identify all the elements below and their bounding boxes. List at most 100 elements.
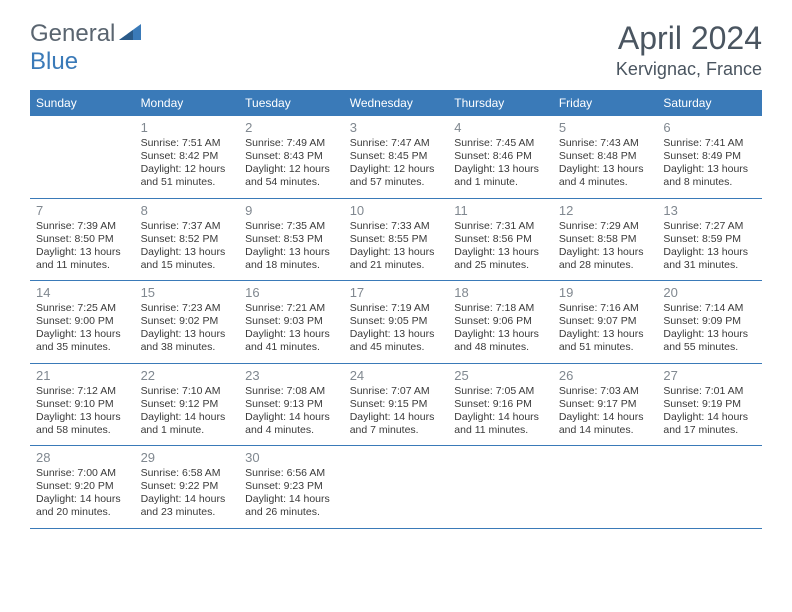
sunrise-line: Sunrise: 7:10 AM [141,385,234,398]
calendar-cell: 18Sunrise: 7:18 AMSunset: 9:06 PMDayligh… [448,281,553,363]
month-title: April 2024 [616,20,762,57]
week-row: 7Sunrise: 7:39 AMSunset: 8:50 PMDaylight… [30,199,762,282]
day-number: 26 [559,368,652,383]
sunset-line: Sunset: 9:00 PM [36,315,129,328]
day-header: Tuesday [239,90,344,116]
day-number: 13 [663,203,756,218]
week-row: 21Sunrise: 7:12 AMSunset: 9:10 PMDayligh… [30,364,762,447]
calendar-cell: 8Sunrise: 7:37 AMSunset: 8:52 PMDaylight… [135,199,240,281]
sunset-line: Sunset: 9:10 PM [36,398,129,411]
calendar-cell [448,446,553,528]
sunset-line: Sunset: 8:58 PM [559,233,652,246]
day-number: 14 [36,285,129,300]
week-row: 14 Sunrise: 7:25 AMSunset: 9:00 PM Dayligh… [30,281,762,364]
sunrise-line: Sunrise: 7:41 AM [663,137,756,150]
sunrise-line: Sunrise: 7:43 AM [559,137,652,150]
location-label: Kervignac, France [616,59,762,80]
sunrise-line: Sunrise: 6:58 AM [141,467,234,480]
daylight-line: Daylight: 13 hours and 4 minutes. [559,163,652,189]
daylight-line: Daylight: 13 hours and 15 minutes. [141,246,234,272]
calendar-cell: 20Sunrise: 7:14 AMSunset: 9:09 PMDayligh… [657,281,762,363]
daylight-line: Daylight: 13 hours and 55 minutes. [663,328,756,354]
daylight-line: Daylight: 14 hours and 20 minutes. [36,493,129,519]
sunset-line: Sunset: 9:19 PM [663,398,756,411]
day-number: 21 [36,368,129,383]
calendar-cell: 22Sunrise: 7:10 AMSunset: 9:12 PMDayligh… [135,364,240,446]
day-number: 17 [350,285,443,300]
day-header: Monday [135,90,240,116]
calendar-cell: 26Sunrise: 7:03 AMSunset: 9:17 PMDayligh… [553,364,658,446]
calendar-cell: 21Sunrise: 7:12 AMSunset: 9:10 PMDayligh… [30,364,135,446]
daylight-line: Daylight: 13 hours and 21 minutes. [350,246,443,272]
calendar-cell: 11Sunrise: 7:31 AMSunset: 8:56 PMDayligh… [448,199,553,281]
day-header: Wednesday [344,90,449,116]
daylight-line: Daylight: 12 hours and 57 minutes. [350,163,443,189]
sunset-line: Sunset: 9:03 PM [245,315,338,328]
sunrise-line: Sunrise: 7:49 AM [245,137,338,150]
day-headers-row: SundayMondayTuesdayWednesdayThursdayFrid… [30,90,762,116]
day-header: Thursday [448,90,553,116]
week-row: 28 Sunrise: 7:00 AMSunset: 9:20 PMDayligh… [30,446,762,529]
calendar-cell: 29Sunrise: 6:58 AMSunset: 9:22 PMDayligh… [135,446,240,528]
day-number: 25 [454,368,547,383]
daylight-line: Daylight: 12 hours and 51 minutes. [141,163,234,189]
sunrise-line: Sunrise: 7:21 AM [245,302,338,315]
daylight-line: Daylight: 13 hours and 31 minutes. [663,246,756,272]
sunrise-line: Sunrise: 7:16 AM [559,302,652,315]
calendar-cell: 9Sunrise: 7:35 AMSunset: 8:53 PMDaylight… [239,199,344,281]
sunrise-line: Sunrise: 7:27 AM [663,220,756,233]
sunset-line: Sunset: 8:52 PM [141,233,234,246]
calendar-cell: 23Sunrise: 7:08 AMSunset: 9:13 PMDayligh… [239,364,344,446]
day-number: 23 [245,368,338,383]
daylight-line: Daylight: 14 hours and 1 minute. [141,411,234,437]
daylight-line: Daylight: 14 hours and 14 minutes. [559,411,652,437]
calendar-cell: 1Sunrise: 7:51 AMSunset: 8:42 PMDaylight… [135,116,240,198]
daylight-line: Daylight: 13 hours and 8 minutes. [663,163,756,189]
sunrise-line: Sunrise: 7:25 AM [36,302,129,315]
daylight-line: Daylight: 12 hours and 54 minutes. [245,163,338,189]
sunset-line: Sunset: 9:05 PM [350,315,443,328]
calendar-cell: 24Sunrise: 7:07 AMSunset: 9:15 PMDayligh… [344,364,449,446]
sunset-line: Sunset: 9:20 PM [36,480,129,493]
sunrise-line: Sunrise: 7:47 AM [350,137,443,150]
daylight-line: Daylight: 13 hours and 48 minutes. [454,328,547,354]
day-number: 1 [141,120,234,135]
calendar: SundayMondayTuesdayWednesdayThursdayFrid… [0,90,792,549]
sunrise-line: Sunrise: 7:23 AM [141,302,234,315]
calendar-cell: 3Sunrise: 7:47 AMSunset: 8:45 PMDaylight… [344,116,449,198]
sunset-line: Sunset: 8:46 PM [454,150,547,163]
daylight-line: Daylight: 13 hours and 1 minute. [454,163,547,189]
day-number: 15 [141,285,234,300]
day-header: Saturday [657,90,762,116]
daylight-line: Daylight: 13 hours and 25 minutes. [454,246,547,272]
sunset-line: Sunset: 9:23 PM [245,480,338,493]
sunset-line: Sunset: 9:07 PM [559,315,652,328]
brand-part1: General [30,20,115,48]
sunrise-line: Sunrise: 7:05 AM [454,385,547,398]
sunset-line: Sunset: 9:17 PM [559,398,652,411]
sunrise-line: Sunrise: 7:08 AM [245,385,338,398]
day-number: 3 [350,120,443,135]
day-number: 27 [663,368,756,383]
calendar-cell: 16Sunrise: 7:21 AMSunset: 9:03 PMDayligh… [239,281,344,363]
calendar-cell [30,116,135,198]
day-number: 28 [36,450,129,465]
calendar-cell: 5Sunrise: 7:43 AMSunset: 8:48 PMDaylight… [553,116,658,198]
calendar-cell [553,446,658,528]
daylight-line: Daylight: 14 hours and 7 minutes. [350,411,443,437]
calendar-cell: 14Sunrise: 7:25 AMSunset: 9:00 PMDayligh… [30,281,135,363]
day-number: 10 [350,203,443,218]
sunrise-line: Sunrise: 7:00 AM [36,467,129,480]
calendar-cell: 25 Sunrise: 7:05 AMSunset: 9:16 PMDayligh… [448,364,553,446]
sunset-line: Sunset: 8:59 PM [663,233,756,246]
sunrise-line: Sunrise: 7:37 AM [141,220,234,233]
sunset-line: Sunset: 9:16 PM [454,398,547,411]
sunset-line: Sunset: 8:55 PM [350,233,443,246]
sunset-line: Sunset: 8:56 PM [454,233,547,246]
calendar-cell: 7Sunrise: 7:39 AMSunset: 8:50 PMDaylight… [30,199,135,281]
sunset-line: Sunset: 9:06 PM [454,315,547,328]
sunset-line: Sunset: 8:42 PM [141,150,234,163]
daylight-line: Daylight: 13 hours and 51 minutes. [559,328,652,354]
daylight-line: Daylight: 14 hours and 11 minutes. [454,411,547,437]
sunset-line: Sunset: 8:43 PM [245,150,338,163]
